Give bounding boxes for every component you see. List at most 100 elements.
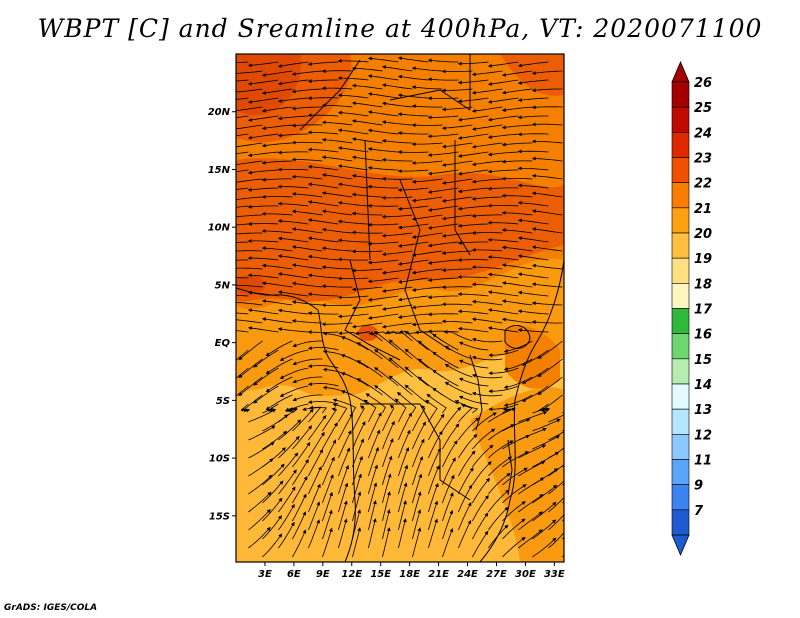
streamline: [321, 137, 353, 144]
latitude-axis: 20N 15N 10N 5N EQ 5S 10S 15S: [208, 107, 236, 522]
streamline: [531, 245, 563, 252]
streamline: [236, 160, 263, 167]
streamline: [531, 105, 563, 110]
streamline: [411, 268, 443, 275]
streamline: [265, 376, 293, 393]
streamline: [367, 74, 399, 81]
streamline: [537, 376, 563, 395]
streamline: [352, 491, 362, 522]
streamline: [307, 364, 339, 369]
streamline: [321, 69, 353, 74]
lon-tick-label: 12E: [341, 569, 362, 580]
streamline: [382, 473, 392, 504]
map-panel[interactable]: [220, 54, 586, 562]
streamline: [398, 464, 409, 495]
streamline: [518, 411, 548, 423]
lake-tanganyika: [469, 354, 483, 431]
streamline: [471, 178, 503, 184]
streamline: [562, 482, 564, 486]
streamline: [471, 160, 503, 167]
streamline: [238, 376, 263, 397]
streamline: [367, 295, 399, 302]
colorbar-swatch: [671, 434, 690, 460]
colorbar-label: 15: [694, 353, 712, 368]
streamline: [356, 342, 383, 360]
streamline: [488, 456, 513, 477]
streamline: [236, 267, 263, 270]
streamline: [472, 512, 489, 540]
streamline: [501, 299, 533, 306]
streamline: [291, 245, 323, 252]
streamline: [457, 292, 489, 297]
streamline: [338, 500, 348, 531]
border-2: [399, 179, 451, 351]
streamline: [247, 151, 279, 158]
colorbar-swatch: [671, 308, 690, 334]
streamline: [253, 385, 279, 404]
streamline: [351, 322, 383, 329]
streamline: [427, 96, 459, 101]
streamline: [488, 385, 519, 394]
streamline: [291, 174, 323, 180]
streamline: [368, 464, 378, 495]
streamline: [351, 83, 383, 90]
streamline: [394, 398, 407, 423]
streamline: [427, 187, 459, 194]
coastline-east: [479, 259, 564, 562]
streamline: [442, 440, 458, 468]
streamline: [517, 290, 549, 297]
streamline: [307, 254, 339, 261]
streamline: [517, 218, 549, 225]
streamline: [381, 286, 413, 293]
streamline: [351, 137, 383, 144]
lat-tick-label: 5N: [215, 280, 231, 291]
streamline: [548, 464, 564, 477]
streamline: [261, 194, 293, 199]
streamline: [537, 340, 563, 359]
streamline: [472, 428, 496, 450]
longitude-axis: 3E 6E 9E 12E 15E 18E 21E 24E 27E 30E 33E: [258, 562, 565, 580]
streamline: [261, 70, 293, 77]
streamline: [518, 460, 546, 477]
streamline: [247, 61, 279, 68]
colorbar-swatch: [671, 232, 690, 259]
streamline: [458, 484, 473, 513]
streamline: [425, 399, 438, 423]
streamline: [444, 345, 473, 360]
streamline: [441, 302, 473, 307]
streamline: [236, 232, 263, 235]
streamline: [441, 319, 473, 324]
streamline: [292, 425, 313, 450]
streamline: [518, 511, 544, 531]
streamline: [247, 97, 279, 104]
streamline: [458, 450, 476, 477]
streamline: [518, 444, 547, 459]
streamline: [501, 245, 533, 252]
streamline: [261, 88, 293, 95]
streamline: [236, 385, 249, 397]
lat-tick-label: 10N: [208, 223, 231, 234]
streamline: [432, 369, 459, 387]
streamline: [381, 304, 413, 311]
credit-label: GrADS: IGES/COLA: [4, 603, 98, 613]
colorbar-swatch: [671, 182, 690, 209]
streamline: [427, 77, 459, 82]
streamline: [337, 93, 369, 99]
streamline: [321, 191, 353, 198]
streamline: [367, 110, 399, 117]
streamline: [412, 455, 424, 486]
streamline: [381, 214, 413, 219]
streamline: [307, 311, 339, 316]
streamline: [501, 176, 533, 181]
streamline: [531, 88, 563, 93]
streamline: [458, 502, 472, 531]
streamline: [458, 377, 489, 387]
streamline: [374, 331, 399, 351]
streamline: [248, 526, 271, 549]
streamline: [432, 387, 459, 405]
streamline: [236, 151, 249, 155]
streamline: [367, 259, 399, 265]
streamline: [472, 495, 489, 522]
streamline: [428, 482, 439, 513]
streamline: [337, 58, 369, 63]
